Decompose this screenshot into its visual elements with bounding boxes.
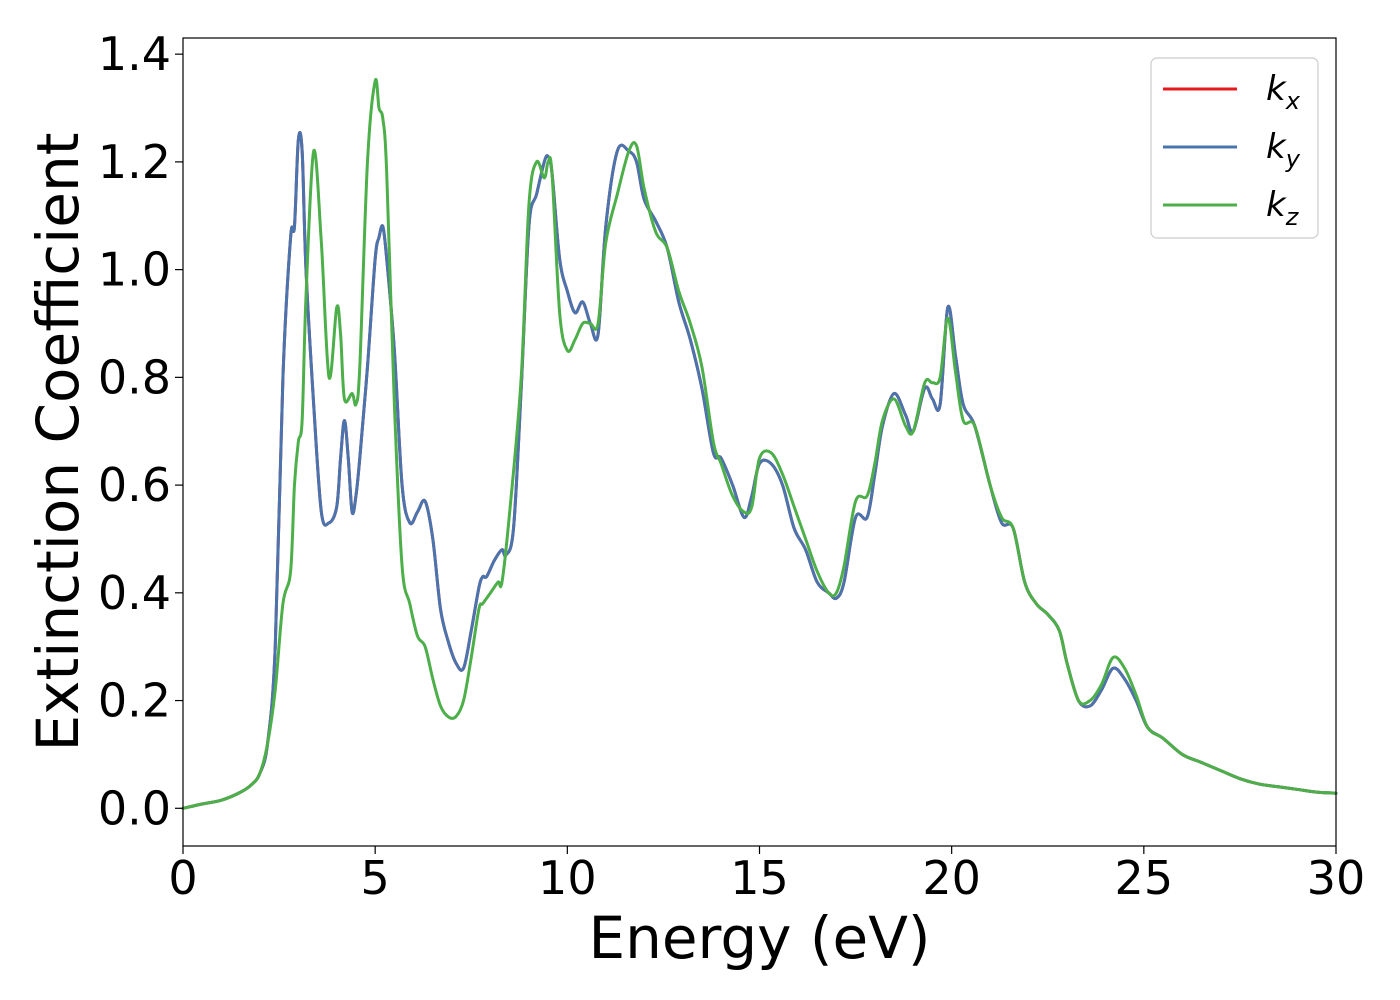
y-tick-label: 0.8 [98, 350, 171, 404]
y-tick-label: 1.0 [98, 243, 171, 297]
y-axis: 0.0 0.2 0.4 0.6 0.8 1.0 1.2 1.4 [98, 27, 183, 835]
series-layer [181, 77, 1338, 810]
series-line-z [181, 77, 1338, 810]
x-axis: 0 5 10 15 20 25 30 [168, 846, 1365, 905]
x-axis-title: Energy (eV) [588, 904, 930, 972]
x-tick-label: 25 [1115, 851, 1174, 905]
y-tick-label: 1.2 [98, 135, 171, 189]
legend-label-z: kz [1266, 185, 1300, 231]
x-tick-label: 30 [1307, 851, 1366, 905]
y-tick-label: 0.2 [98, 674, 171, 728]
x-tick-label: 10 [538, 851, 597, 905]
legend: kx ky kz [1150, 57, 1319, 239]
x-tick-label: 5 [361, 851, 390, 905]
x-tick-label: 15 [730, 851, 789, 905]
y-tick-label: 0.0 [98, 781, 171, 835]
x-tick-label: 20 [922, 851, 981, 905]
y-tick-label: 0.4 [98, 566, 171, 620]
y-tick-label: 1.4 [98, 27, 171, 81]
x-tick-label: 0 [168, 851, 197, 905]
legend-label-x: kx [1266, 69, 1301, 115]
y-tick-label: 0.6 [98, 458, 171, 512]
y-axis-title: Extinction Coefficient [24, 133, 92, 752]
legend-label-y: ky [1266, 127, 1301, 173]
